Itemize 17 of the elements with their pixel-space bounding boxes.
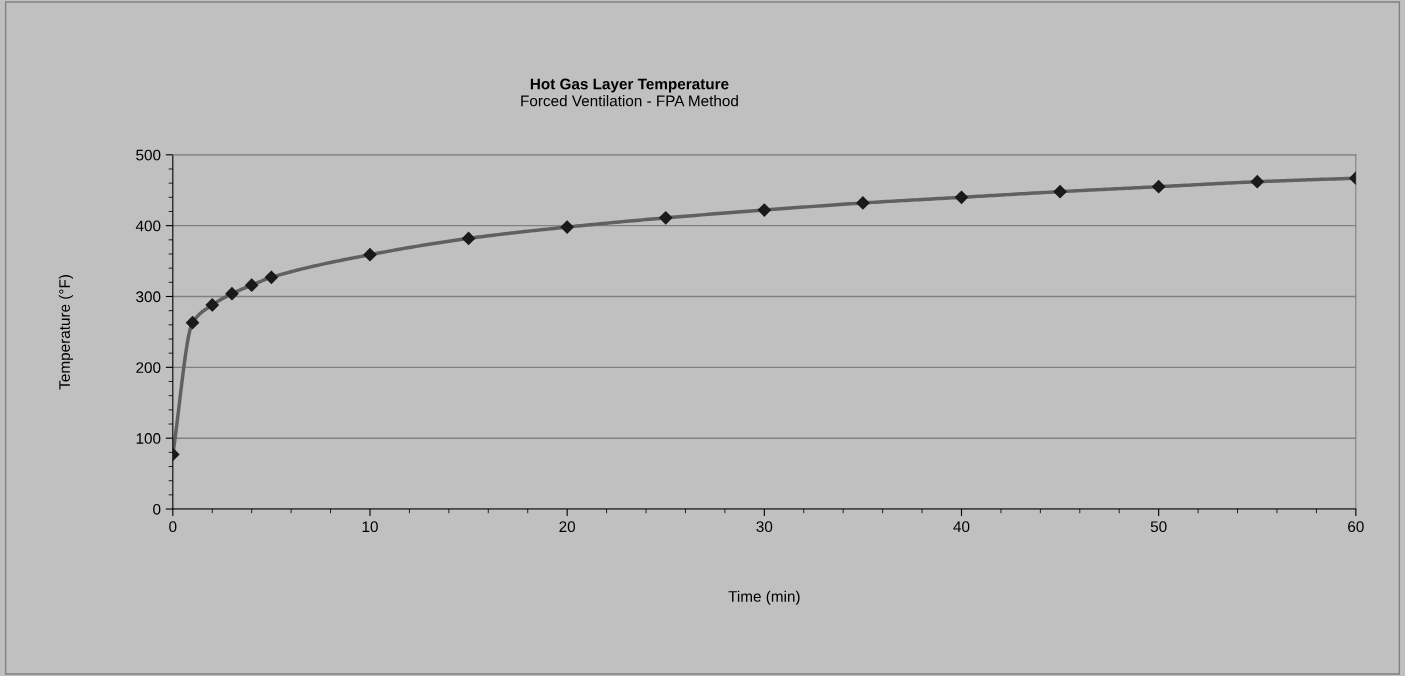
y-tick-label: 400 (135, 220, 161, 232)
y-tick-label: 300 (136, 291, 161, 303)
x-tick-label: 10 (362, 521, 378, 533)
x-tick-label: 30 (756, 521, 773, 533)
x-tick-label: 0 (169, 521, 177, 533)
y-tick-label: 0 (153, 503, 161, 515)
chart-subtitle: Forced Ventilation - FPA Method (521, 95, 738, 107)
chart-title: Hot Gas Layer Temperature (530, 78, 729, 93)
y-tick-label: 500 (136, 149, 161, 161)
y-tick-label: 200 (136, 362, 161, 374)
y-axis-title: Temperature (°F) (58, 275, 74, 390)
x-tick-label: 50 (1150, 521, 1167, 533)
x-tick-label: 20 (559, 521, 576, 533)
x-tick-label: 40 (953, 521, 970, 533)
x-axis-title: Time (min) (728, 590, 800, 605)
y-tick-label: 100 (136, 433, 161, 444)
x-tick-label: 60 (1348, 521, 1364, 533)
